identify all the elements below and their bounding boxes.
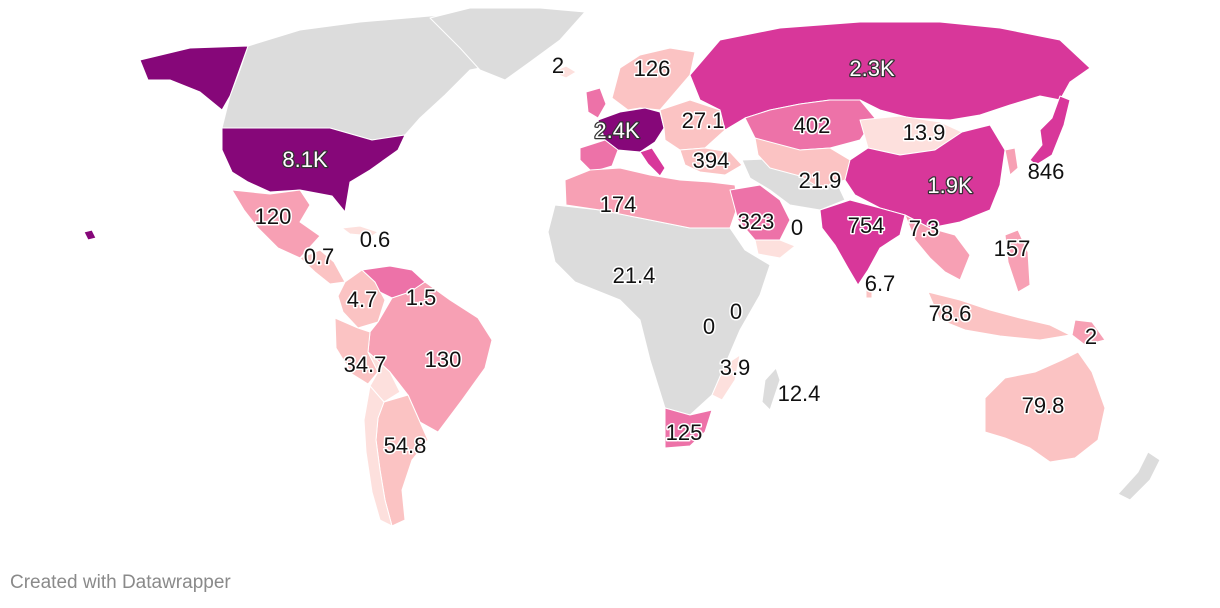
region-indonesia[interactable] [927,291,1071,341]
region-alaska[interactable] [139,45,249,111]
value-label-nordics: 126 [634,56,671,81]
value-label-sri-lanka: 6.7 [865,271,896,296]
region-new-zealand[interactable] [1117,451,1161,501]
value-label-usa: 8.1K [282,147,328,172]
value-label-bangladesh: 7.3 [909,216,940,241]
value-label-russia: 2.3K [849,56,895,81]
region-china[interactable] [844,124,1006,229]
value-label-west-africa: 21.4 [613,263,656,288]
region-usa[interactable] [221,127,406,213]
value-label-png: 2 [1085,324,1097,349]
region-australia[interactable] [984,351,1106,463]
value-label-mexico: 120 [255,204,292,229]
value-label-central-asia: 21.9 [799,168,842,193]
value-label-australia: 79.8 [1022,393,1065,418]
value-label-saudi-arabia: 323 [738,209,775,234]
region-japan[interactable] [1029,95,1071,166]
value-labels: 2 126 2.3K 27.1 2.4K 402 13.9 394 846 8.… [253,52,1098,460]
value-label-philippines: 157 [994,236,1031,261]
region-cuba[interactable] [341,225,379,237]
region-iceland[interactable] [551,65,577,79]
region-turkey[interactable] [679,147,743,176]
value-label-north-africa: 174 [600,192,637,217]
value-label-western-europe: 2.4K [594,118,640,143]
region-hawaii[interactable] [83,229,97,241]
region-uk[interactable] [585,87,607,119]
region-greenland[interactable] [429,7,586,81]
region-sri-lanka[interactable] [865,287,873,299]
region-mozambique[interactable] [711,354,741,401]
region-italy[interactable] [639,147,666,177]
value-label-central-america: 0.7 [304,244,335,269]
value-label-colombia: 4.7 [347,287,378,312]
world-choropleth-map: 2 126 2.3K 27.1 2.4K 402 13.9 394 846 8.… [83,7,1161,527]
value-label-china: 1.9K [927,173,973,198]
value-label-mongolia: 13.9 [903,120,946,145]
value-label-japan: 846 [1028,159,1065,184]
value-label-south-africa: 125 [666,420,703,445]
value-label-yemen: 0 [791,215,803,240]
value-label-argentina: 54.8 [384,433,427,458]
region-south-africa[interactable] [664,407,713,449]
region-korea[interactable] [1004,147,1019,176]
value-label-eastern-europe: 27.1 [682,108,725,133]
region-png[interactable] [1071,319,1106,346]
value-label-central-africa: 0 [703,314,715,339]
region-yemen[interactable] [754,239,796,259]
datawrapper-credit[interactable]: Created with Datawrapper [10,572,231,593]
region-southeast-asia[interactable] [904,214,971,281]
region-saudi-arabia[interactable] [729,184,791,241]
region-iberia[interactable] [579,139,619,173]
value-label-cuba: 0.6 [360,227,391,252]
value-label-brazil: 130 [425,347,462,372]
region-central-asia[interactable] [754,137,851,189]
value-label-venezuela: 1.5 [406,285,437,310]
value-label-peru: 34.7 [344,352,387,377]
region-madagascar[interactable] [761,367,781,411]
region-chile[interactable] [363,385,393,527]
value-label-indonesia: 78.6 [929,301,972,326]
data-regions [83,21,1106,527]
value-label-greenland: 2 [552,53,564,78]
value-label-india: 754 [848,213,885,238]
region-philippines[interactable] [1004,229,1031,293]
value-label-somalia: 0 [730,299,742,324]
region-india[interactable] [819,199,906,286]
value-label-mozambique: 3.9 [720,355,751,380]
no-data-regions [221,7,1161,501]
region-mexico[interactable] [231,189,321,259]
value-label-turkey: 394 [693,148,730,173]
value-label-madagascar: 12.4 [778,381,821,406]
value-label-kazakhstan: 402 [794,113,831,138]
